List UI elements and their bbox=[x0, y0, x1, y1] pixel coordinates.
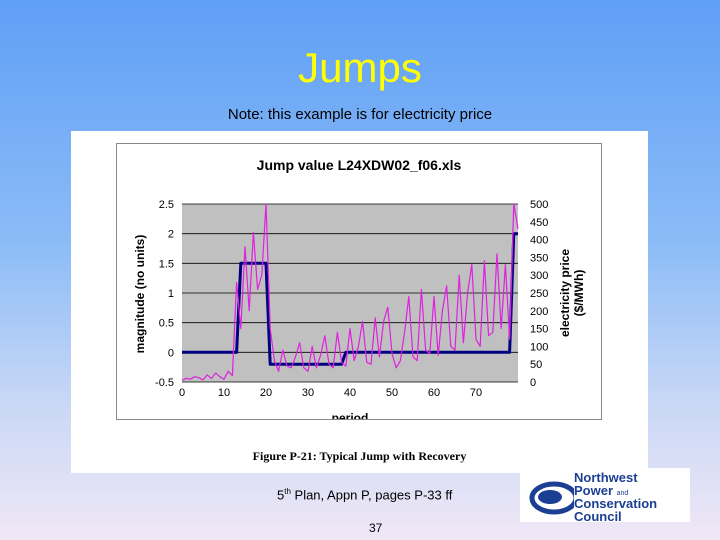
x-tick-label: 20 bbox=[260, 387, 272, 399]
y2-axis-label-line1: electricity price bbox=[558, 249, 572, 337]
y2-tick-label: 350 bbox=[530, 252, 548, 264]
x-tick-label: 10 bbox=[218, 387, 230, 399]
y-tick-label: -0.5 bbox=[155, 377, 174, 389]
y-tick-label: 0 bbox=[168, 347, 174, 359]
y2-tick-label: 300 bbox=[530, 270, 548, 282]
page-number: 37 bbox=[369, 521, 383, 535]
y-axis-label: magnitude (no units) bbox=[133, 235, 147, 354]
x-tick-label: 0 bbox=[179, 387, 185, 399]
y-tick-label: 2 bbox=[168, 229, 174, 241]
slide-title: Jumps bbox=[298, 44, 422, 91]
y2-tick-label: 500 bbox=[530, 199, 548, 211]
logo-power: Power bbox=[574, 483, 614, 498]
series-layer bbox=[181, 203, 519, 381]
y-tick-label: 0.5 bbox=[159, 318, 174, 330]
price-series-line bbox=[181, 203, 519, 381]
y2-tick-label: 100 bbox=[530, 341, 548, 353]
figure-caption: Figure P-21: Typical Jump with Recovery bbox=[252, 449, 467, 463]
x-tick-label: 60 bbox=[428, 387, 440, 399]
logo-line-2: Power and bbox=[574, 483, 628, 498]
x-axis-label: period bbox=[332, 411, 369, 419]
y2-tick-label: 400 bbox=[530, 235, 548, 247]
footer-reference-pre: 5 bbox=[277, 487, 285, 503]
slide-note: Note: this example is for electricity pr… bbox=[227, 106, 493, 123]
figure-panel: Jump value L24XDW02_f06.xls -0.5 0 0.5 1 1.5… bbox=[71, 131, 648, 473]
footer-reference-sup: th bbox=[284, 487, 291, 496]
x-tick-label: 50 bbox=[386, 387, 398, 399]
x-tick-label: 30 bbox=[302, 387, 314, 399]
logo-line-3: Conservation bbox=[574, 496, 658, 511]
y2-tick-label: 0 bbox=[530, 377, 536, 389]
y2-tick-label: 50 bbox=[530, 359, 542, 371]
chart-frame: Jump value L24XDW02_f06.xls -0.5 0 0.5 1 1.5… bbox=[116, 143, 602, 425]
x-tick-label: 70 bbox=[470, 387, 482, 399]
y-tick-label: 2.5 bbox=[159, 199, 174, 211]
footer-reference: 5th Plan, Appn P, pages P-33 ff bbox=[277, 487, 452, 502]
chart-title: Jump value L24XDW02_f06.xls bbox=[257, 157, 462, 173]
footer-reference-post: Plan, Appn P, pages P-33 ff bbox=[290, 487, 453, 503]
y2-tick-label: 450 bbox=[530, 217, 548, 229]
tick-layer: -0.500.511.522.5050100150200250300350400… bbox=[155, 199, 548, 399]
x-tick-label: 40 bbox=[344, 387, 356, 399]
y2-tick-label: 250 bbox=[530, 288, 548, 300]
council-logo: Northwest Power and Conservation Council bbox=[520, 468, 690, 524]
y-tick-label: 1.5 bbox=[159, 258, 174, 270]
logo-and: and bbox=[616, 490, 629, 497]
y2-axis-label-line2: ($/MWh) bbox=[572, 270, 586, 317]
logo-line-1: Northwest bbox=[574, 470, 638, 485]
swoosh-icon bbox=[529, 481, 574, 515]
logo-line-4: Council bbox=[574, 509, 622, 524]
y2-tick-label: 150 bbox=[530, 324, 548, 336]
y-tick-label: 1 bbox=[168, 288, 174, 300]
jump-chart: Jump value L24XDW02_f06.xls -0.5 0 0.5 1 1.5… bbox=[133, 157, 586, 425]
y2-tick-label: 200 bbox=[530, 306, 548, 318]
